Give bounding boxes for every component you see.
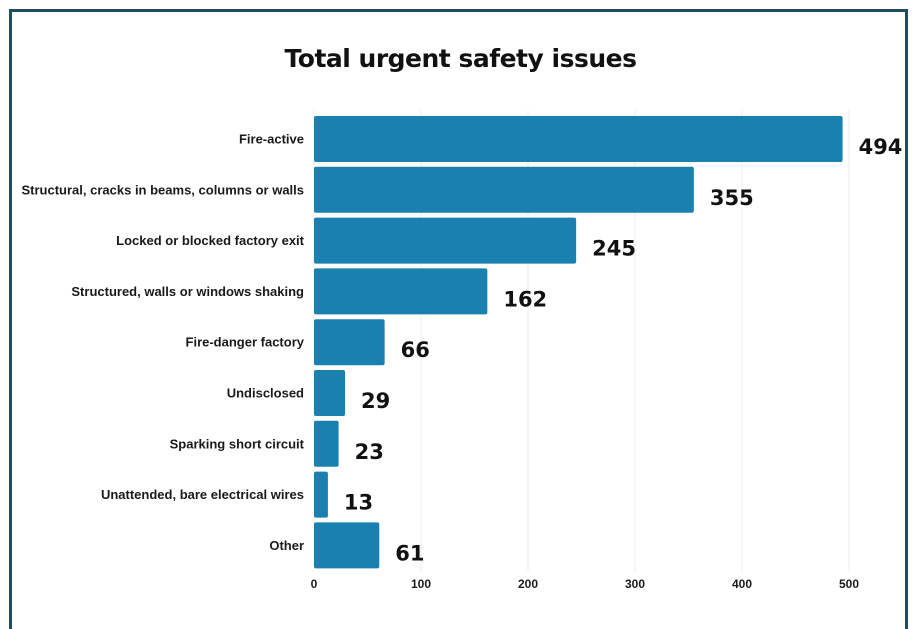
x-tick-label: 100 [411,577,431,591]
value-label: 355 [710,186,754,210]
category-label: Unattended, bare electrical wires [101,487,304,502]
category-label: Fire-danger factory [186,335,305,350]
bar [314,166,694,213]
value-label: 245 [592,237,636,261]
value-label: 23 [355,440,384,464]
category-label: Locked or blocked factory exit [116,233,305,248]
x-tick-label: 300 [625,577,645,591]
category-label: Sparking short circuit [170,436,305,451]
value-label: 29 [361,389,390,413]
value-labels: 494 355 245 162 66 29 23 13 61 [344,135,903,565]
x-tick-label: 200 [518,577,538,591]
bar [314,268,488,315]
chart-title: Total urgent safety issues [284,44,637,73]
bars [314,116,843,569]
bar-chart: Fire-active Structural, cracks in beams, … [22,110,903,591]
value-label: 13 [344,491,373,515]
x-tick-label: 400 [732,577,752,591]
value-label: 66 [401,338,430,362]
chart-frame [9,9,908,629]
bar [314,217,577,264]
category-label: Structured, walls or windows shaking [71,284,304,299]
value-label: 61 [395,541,424,565]
category-labels: Fire-active Structural, cracks in beams, … [22,132,305,553]
value-label: 162 [503,287,547,311]
x-tick-label: 500 [839,577,859,591]
bar [314,471,328,518]
bar [314,420,339,467]
value-label: 494 [859,135,903,159]
bar [314,116,843,162]
category-label: Other [269,538,304,553]
x-tick-label: 0 [311,577,318,591]
bar [314,522,380,569]
bar [314,370,346,416]
category-label: Undisclosed [227,386,304,401]
category-label: Fire-active [239,132,304,147]
bar [314,319,385,366]
x-tick-labels: 0 100 200 300 400 500 [311,577,860,591]
category-label: Structural, cracks in beams, columns or … [22,182,305,197]
